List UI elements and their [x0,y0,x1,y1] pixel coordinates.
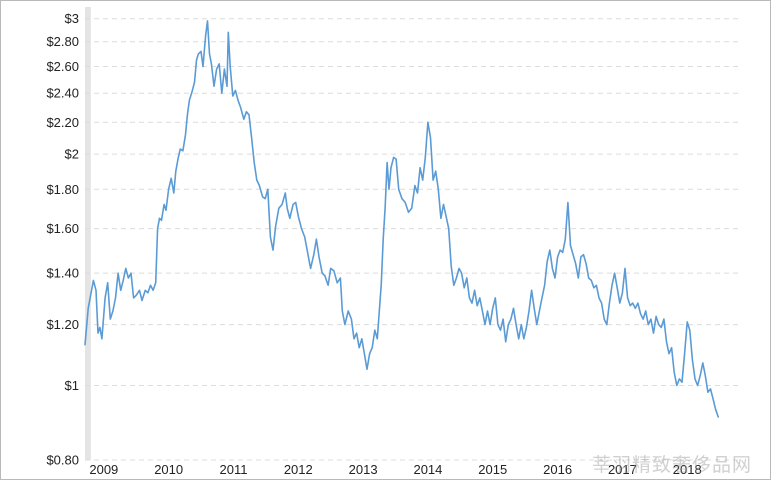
y-tick-label: $2 [65,147,79,162]
y-tick-label: $1.20 [46,317,79,332]
x-tick-label: 2009 [89,462,118,477]
series-line-0 [84,20,720,418]
y-tick-label: $1.80 [46,182,79,197]
x-tick-label: 2015 [478,462,507,477]
y-tick-label: $1.40 [46,266,79,281]
x-tick-label: 2016 [543,462,572,477]
y-axis: $3 $2.80 $2.60 $2.40 $2.20 $2 $1.80 $1.60 $1.40 $… [46,11,79,467]
y-tick-label: $0.80 [46,453,79,468]
x-tick-label: 2010 [154,462,183,477]
x-tick-label: 2017 [608,462,637,477]
y-tick-label: $1.60 [46,221,79,236]
y-tick-label: $2.80 [46,34,79,49]
chart-shade-layer [85,7,91,460]
y-tick-label: $3 [65,11,79,26]
x-axis: 2009 2010 2011 2012 2013 2014 2015 2016 2017 2018 [89,462,701,477]
x-tick-label: 2012 [284,462,313,477]
x-tick-label: 2011 [219,462,247,477]
watermark-text: 莘羽精致奢侈品网 [591,454,752,476]
y-tick-label: $2.20 [46,115,79,130]
x-tick-label: 2018 [673,462,702,477]
gridlines [85,18,741,461]
y-tick-label: $1 [65,378,79,393]
y-tick-label: $2.40 [46,86,79,101]
shaded-region [85,7,91,460]
x-tick-label: 2014 [413,462,442,477]
series-layer [84,20,720,418]
x-tick-label: 2013 [349,462,378,477]
y-tick-label: $2.60 [46,59,79,74]
